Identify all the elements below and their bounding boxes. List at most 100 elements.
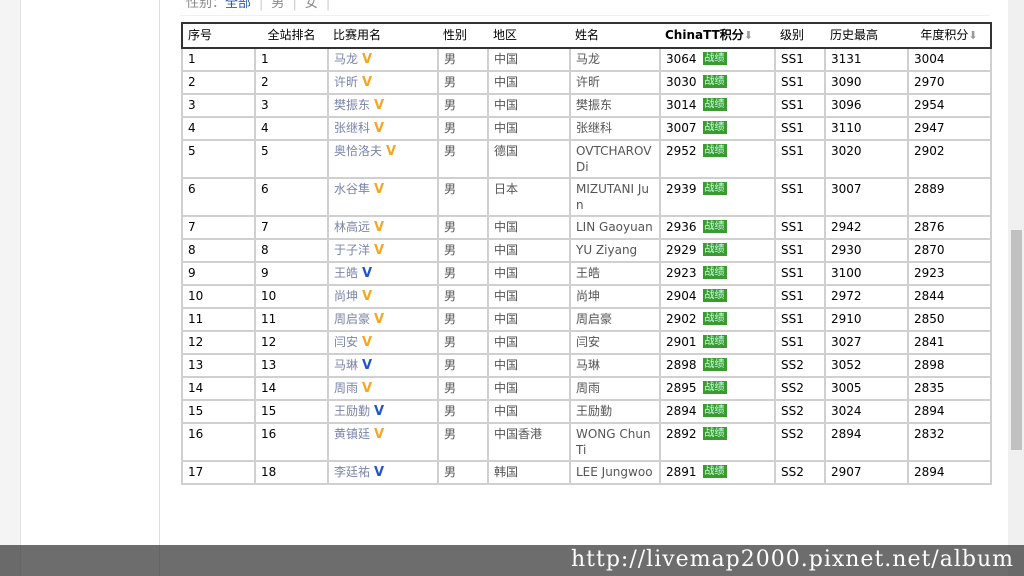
record-badge[interactable]: 战绩 xyxy=(702,404,727,417)
verified-v-icon: V xyxy=(362,75,373,90)
cell: 2844 xyxy=(907,284,992,309)
column-header[interactable]: 年度积分⬇ xyxy=(908,23,991,49)
record-badge[interactable]: 战绩 xyxy=(702,289,727,302)
filter-male[interactable]: 男 xyxy=(271,0,285,11)
cell-value: 10 xyxy=(261,289,277,303)
cell-value: 3024 xyxy=(831,404,862,418)
scrollbar-thumb[interactable] xyxy=(1011,230,1022,450)
cell-value: SS1 xyxy=(781,243,804,257)
record-badge[interactable]: 战绩 xyxy=(702,220,727,233)
cell-value: 6 xyxy=(188,182,196,196)
record-badge[interactable]: 战绩 xyxy=(702,266,727,279)
cell-value: 周雨 xyxy=(576,381,601,395)
cell-value: 男 xyxy=(444,289,457,303)
cell-value: 中国 xyxy=(494,335,519,349)
player-link[interactable]: 许昕 xyxy=(334,75,359,89)
scrollbar[interactable] xyxy=(1008,0,1024,576)
cell: 3014 战绩 xyxy=(659,93,776,118)
cell-value: 2850 xyxy=(914,312,945,326)
cell: 9 xyxy=(181,261,256,286)
cell: 4 xyxy=(181,116,256,141)
cell-value: 2898 xyxy=(666,358,697,372)
player-link[interactable]: 王励勤 xyxy=(334,404,371,418)
cell-value: 9 xyxy=(261,266,269,280)
record-badge[interactable]: 战绩 xyxy=(702,335,727,348)
cell-value: MIZUTANI Jun xyxy=(576,182,649,212)
cell-value: 18 xyxy=(261,465,277,479)
verified-v-icon: V xyxy=(374,404,385,419)
record-badge[interactable]: 战绩 xyxy=(702,381,727,394)
cell: 2910 xyxy=(824,307,909,332)
cell: 2894 xyxy=(907,399,992,424)
verified-v-icon: V xyxy=(362,266,373,281)
verified-v-icon: V xyxy=(374,465,385,480)
record-badge[interactable]: 战绩 xyxy=(702,358,727,371)
verified-v-icon: V xyxy=(362,358,373,373)
cell: 2 xyxy=(181,70,256,95)
table-row: 9 9 王皓 V 男中国 王皓 2923 战绩 SS1 3100 2923 xyxy=(181,261,992,286)
cell: 3020 xyxy=(824,139,909,179)
player-link[interactable]: 樊振东 xyxy=(334,98,371,112)
filter-female[interactable]: 女 xyxy=(304,0,318,11)
player-link[interactable]: 周启豪 xyxy=(334,312,371,326)
cell: 3064 战绩 xyxy=(659,47,776,72)
player-link[interactable]: 闫安 xyxy=(334,335,359,349)
cell-value: 2894 xyxy=(666,404,697,418)
player-link[interactable]: 李廷祐 xyxy=(334,465,371,479)
cell: 尚坤 V xyxy=(327,284,439,309)
cell: LIN Gaoyuan xyxy=(569,215,661,240)
record-badge[interactable]: 战绩 xyxy=(702,312,727,325)
record-badge[interactable]: 战绩 xyxy=(702,98,727,111)
cell: 3004 xyxy=(907,47,992,72)
cell-value: 2923 xyxy=(666,266,697,280)
cell: 男 xyxy=(437,116,489,141)
player-link[interactable]: 奥恰洛夫 xyxy=(334,144,383,158)
record-badge[interactable]: 战绩 xyxy=(702,144,727,157)
cell: SS1 xyxy=(774,261,826,286)
player-link[interactable]: 王皓 xyxy=(334,266,359,280)
cell: 2841 xyxy=(907,330,992,355)
cell: SS1 xyxy=(774,284,826,309)
player-link[interactable]: 林高远 xyxy=(334,220,371,234)
column-header[interactable]: ChinaTT积分⬇ xyxy=(660,23,775,49)
record-badge[interactable]: 战绩 xyxy=(702,243,727,256)
cell: 2 xyxy=(254,70,329,95)
cell-value: 闫安 xyxy=(576,335,601,349)
sort-down-icon[interactable]: ⬇ xyxy=(968,29,978,42)
record-badge[interactable]: 战绩 xyxy=(702,52,727,65)
player-link[interactable]: 于子洋 xyxy=(334,243,371,257)
table-row: 3 3 樊振东 V 男中国 樊振东 3014 战绩 SS1 3096 2954 xyxy=(181,93,992,118)
cell-value: 15 xyxy=(261,404,277,418)
cell-value: 16 xyxy=(261,427,277,441)
sort-down-icon[interactable]: ⬇ xyxy=(743,29,753,42)
player-link[interactable]: 张继科 xyxy=(334,121,371,135)
record-badge[interactable]: 战绩 xyxy=(702,182,727,195)
filter-all[interactable]: 全部 xyxy=(225,0,252,11)
record-badge[interactable]: 战绩 xyxy=(702,465,727,478)
cell: 德国 xyxy=(487,139,571,179)
player-link[interactable]: 马琳 xyxy=(334,358,359,372)
record-badge[interactable]: 战绩 xyxy=(702,75,727,88)
cell-value: 3110 xyxy=(831,121,862,135)
cell-value: 3020 xyxy=(831,144,862,158)
cell: 王励勤 V xyxy=(327,399,439,424)
cell-value: 男 xyxy=(444,144,457,158)
player-link[interactable]: 马龙 xyxy=(334,52,359,66)
player-link[interactable]: 周雨 xyxy=(334,381,359,395)
player-link[interactable]: 尚坤 xyxy=(334,289,359,303)
cell-value: 3090 xyxy=(831,75,862,89)
cell-value: 2929 xyxy=(666,243,697,257)
record-badge[interactable]: 战绩 xyxy=(702,121,727,134)
cell-value: 11 xyxy=(188,312,204,326)
cell-value: 男 xyxy=(444,335,457,349)
verified-v-icon: V xyxy=(374,312,385,327)
record-badge[interactable]: 战绩 xyxy=(702,427,727,440)
player-link[interactable]: 黄镇廷 xyxy=(334,427,371,441)
player-link[interactable]: 水谷隼 xyxy=(334,182,371,196)
cell: 中国 xyxy=(487,284,571,309)
cell-value: 3007 xyxy=(831,182,862,196)
cell-value: 3027 xyxy=(831,335,862,349)
cell: 12 xyxy=(254,330,329,355)
cell: 张继科 xyxy=(569,116,661,141)
cell: 7 xyxy=(254,215,329,240)
